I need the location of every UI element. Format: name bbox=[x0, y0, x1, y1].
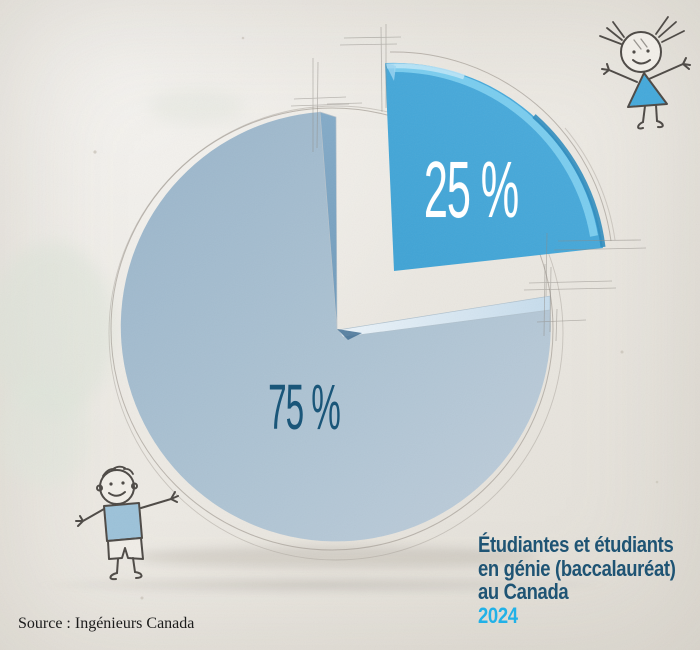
title-line-2: en génie (baccalauréat) bbox=[478, 555, 676, 581]
slice-label-75: 75 % bbox=[268, 371, 341, 443]
title-year: 2024 bbox=[478, 602, 518, 628]
chart-title: Étudiantes et étudiants en génie (baccal… bbox=[478, 533, 683, 627]
source-text: Source : Ingénieurs Canada bbox=[18, 615, 195, 632]
title-line-1: Étudiantes et étudiants bbox=[478, 532, 674, 557]
bottom-shadow bbox=[0, 571, 700, 599]
title-line-3: au Canada bbox=[478, 579, 569, 604]
slice-label-25: 25 % bbox=[423, 145, 519, 234]
